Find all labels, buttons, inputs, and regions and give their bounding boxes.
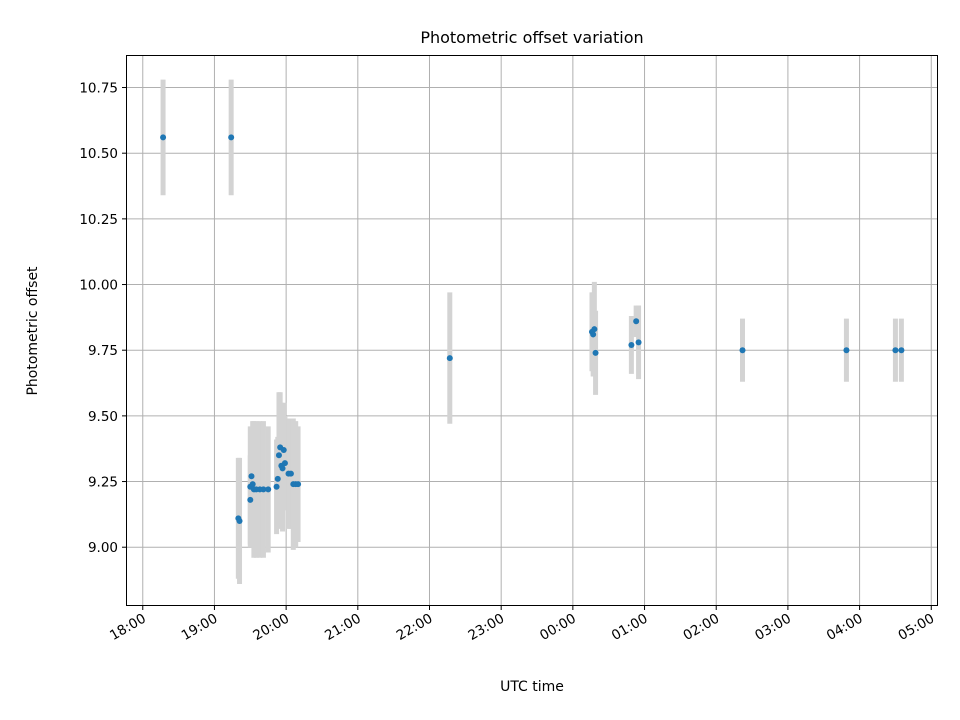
data-point xyxy=(236,517,243,524)
data-point xyxy=(281,460,288,467)
data-point xyxy=(739,347,746,354)
x-tick-label: 23:00 xyxy=(465,611,507,644)
data-point xyxy=(843,347,850,354)
y-axis-label: Photometric offset xyxy=(25,266,41,396)
x-tick-label: 22:00 xyxy=(394,611,436,644)
data-point xyxy=(160,134,167,141)
x-tick-label: 04:00 xyxy=(824,611,866,644)
y-tick-label: 10.50 xyxy=(79,146,118,162)
data-point xyxy=(274,475,281,482)
data-point xyxy=(628,341,635,348)
errorbar-layer xyxy=(160,79,904,584)
data-point xyxy=(228,134,235,141)
x-tick-label: 21:00 xyxy=(322,611,364,644)
x-tick-label: 01:00 xyxy=(609,611,651,644)
data-point xyxy=(295,481,302,488)
x-tick-label: 05:00 xyxy=(896,611,938,644)
data-point xyxy=(247,496,254,503)
data-point xyxy=(633,318,640,325)
data-point xyxy=(273,483,280,490)
data-point xyxy=(249,481,256,488)
data-point xyxy=(279,465,286,472)
data-point xyxy=(287,470,294,477)
data-point xyxy=(590,331,597,338)
data-point xyxy=(892,347,899,354)
data-point xyxy=(275,452,282,459)
y-tick-label: 9.50 xyxy=(88,409,118,425)
x-tick-label: 00:00 xyxy=(537,611,579,644)
x-tick-label: 02:00 xyxy=(681,611,723,644)
tick-layer: 18:00 19:00 20:00 21:00 22:00 23:00 00:00 01:00… xyxy=(79,81,937,644)
chart-title: Photometric offset variation xyxy=(420,28,643,47)
y-tick-label: 10.25 xyxy=(79,212,118,228)
x-tick-label: 20:00 xyxy=(250,611,292,644)
data-point xyxy=(260,486,267,493)
x-tick-label: 03:00 xyxy=(752,611,794,644)
grid-layer xyxy=(127,56,937,605)
x-tick-label: 18:00 xyxy=(107,611,149,644)
data-point xyxy=(248,473,255,480)
y-tick-label: 9.25 xyxy=(88,475,118,491)
y-tick-label: 9.00 xyxy=(88,540,118,556)
data-point xyxy=(635,339,642,346)
data-point xyxy=(592,349,599,356)
data-point xyxy=(265,486,272,493)
y-tick-label: 10.75 xyxy=(79,81,118,97)
y-tick-label: 10.00 xyxy=(79,278,118,294)
x-axis-label: UTC time xyxy=(500,679,564,695)
plot-frame xyxy=(126,55,938,606)
data-point xyxy=(591,326,598,333)
data-point xyxy=(280,447,287,454)
data-point xyxy=(446,355,453,362)
point-layer xyxy=(160,134,905,524)
y-tick-label: 9.75 xyxy=(88,343,118,359)
x-tick-label: 19:00 xyxy=(179,611,221,644)
data-point xyxy=(898,347,905,354)
